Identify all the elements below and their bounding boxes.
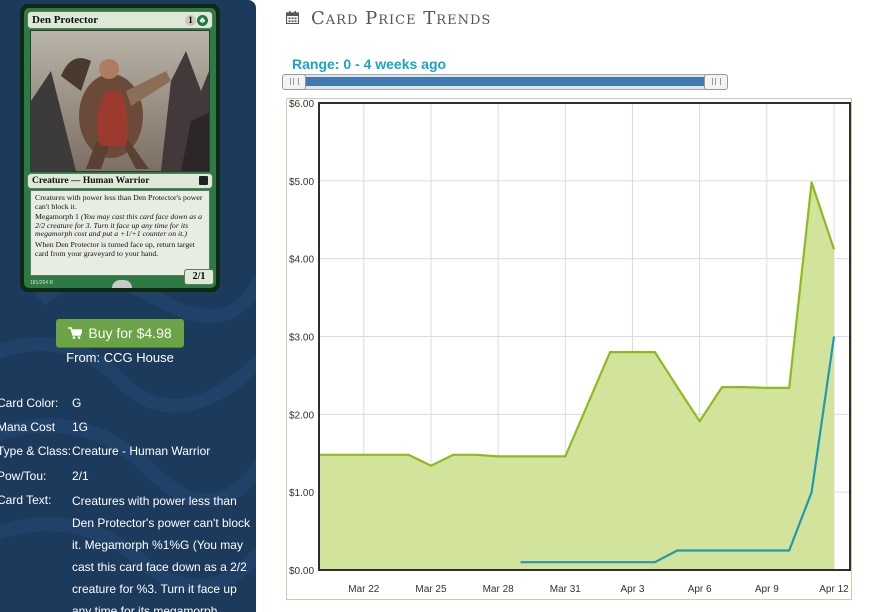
x-tick-label: Mar 31 — [550, 584, 582, 595]
x-tick-label: Mar 28 — [483, 584, 515, 595]
plot-border — [318, 102, 851, 571]
cart-icon — [68, 327, 83, 339]
x-tick-label: Mar 22 — [348, 584, 380, 595]
section-title: Card Price Trends — [311, 8, 492, 29]
attr-value: 2/1 — [72, 469, 89, 483]
x-tick-label: Mar 25 — [415, 584, 447, 595]
y-tick-label: $4.00 — [289, 255, 314, 266]
y-tick-label: $6.00 — [289, 99, 314, 110]
mana-green-icon: ♣ — [197, 15, 208, 26]
card-rules-text: Creatures with power less than Den Prote… — [30, 190, 210, 276]
holo-stamp-icon — [112, 280, 132, 288]
card-name-bar: Den Protector 1 ♣ — [27, 11, 213, 29]
range-slider-max-handle[interactable] — [704, 74, 728, 90]
card-sidebar: Den Protector 1 ♣ — [0, 0, 256, 612]
attr-label: Pow/Tou: — [0, 469, 47, 483]
card-megamorph-reminder: (You may cast this card face down as a 2… — [35, 212, 203, 239]
buy-button-label: Buy for $4.98 — [88, 325, 172, 341]
attr-label: Mana Cost — [0, 420, 56, 434]
price-line-green — [319, 181, 836, 467]
card-name: Den Protector — [32, 14, 99, 26]
y-tick-label: $0.00 — [289, 566, 314, 577]
x-tick-label: Apr 6 — [688, 584, 712, 595]
price-line-teal — [520, 336, 836, 564]
card-rules-line-1: Creatures with power less than Den Prote… — [35, 193, 203, 211]
range-label: Range: 0 - 4 weeks ago — [292, 56, 447, 72]
attr-label: Type & Class: — [0, 444, 72, 458]
price-area — [319, 182, 834, 570]
price-chart: $0.00 $1.00 $2.00 $3.00 $4.00 $5.00 $6.00 Mar 2… — [286, 98, 852, 600]
seller-name: From: CCG House — [66, 350, 174, 365]
attr-label: Card Text: — [0, 493, 52, 507]
attr-value: Creature - Human Warrior — [72, 444, 211, 458]
card-image[interactable]: Den Protector 1 ♣ — [20, 4, 220, 292]
card-mana-cost: 1 ♣ — [184, 13, 208, 29]
card-type-text: Creature — Human Warrior — [32, 176, 150, 186]
x-tick-label: Apr 3 — [621, 584, 645, 595]
attr-value: G — [72, 396, 82, 410]
calendar-icon — [286, 11, 299, 24]
y-tick-label: $3.00 — [289, 333, 314, 344]
y-tick-label: $1.00 — [289, 488, 314, 499]
range-slider-min-handle[interactable] — [282, 74, 306, 90]
buy-button[interactable]: Buy for $4.98 — [56, 319, 184, 347]
card-rules-line-2: When Den Protector is turned face up, re… — [35, 239, 195, 258]
x-tick-label: Apr 9 — [755, 584, 779, 595]
range-slider[interactable] — [282, 74, 728, 90]
card-megamorph: Megamorph 1 — [35, 212, 79, 222]
card-artwork — [30, 30, 210, 172]
y-tick-label: $5.00 — [289, 177, 314, 188]
card-power-toughness: 2/1 — [184, 269, 214, 285]
mana-generic-icon: 1 — [185, 15, 196, 26]
card-type-line: Creature — Human Warrior — [27, 173, 213, 189]
card-collector-info: 181/264 R — [30, 280, 54, 286]
attr-label: Card Color: — [0, 396, 59, 410]
attr-value: 1G — [72, 420, 89, 434]
set-symbol-icon — [199, 176, 208, 185]
attr-card-text-value: Creatures with power less than Den Prote… — [72, 494, 250, 612]
y-tick-label: $2.00 — [289, 410, 314, 421]
range-slider-fill — [293, 77, 715, 86]
price-chart-svg: $0.00 $1.00 $2.00 $3.00 $4.00 $5.00 $6.00 Mar 2… — [289, 99, 851, 595]
x-tick-label: Apr 12 — [819, 584, 849, 595]
